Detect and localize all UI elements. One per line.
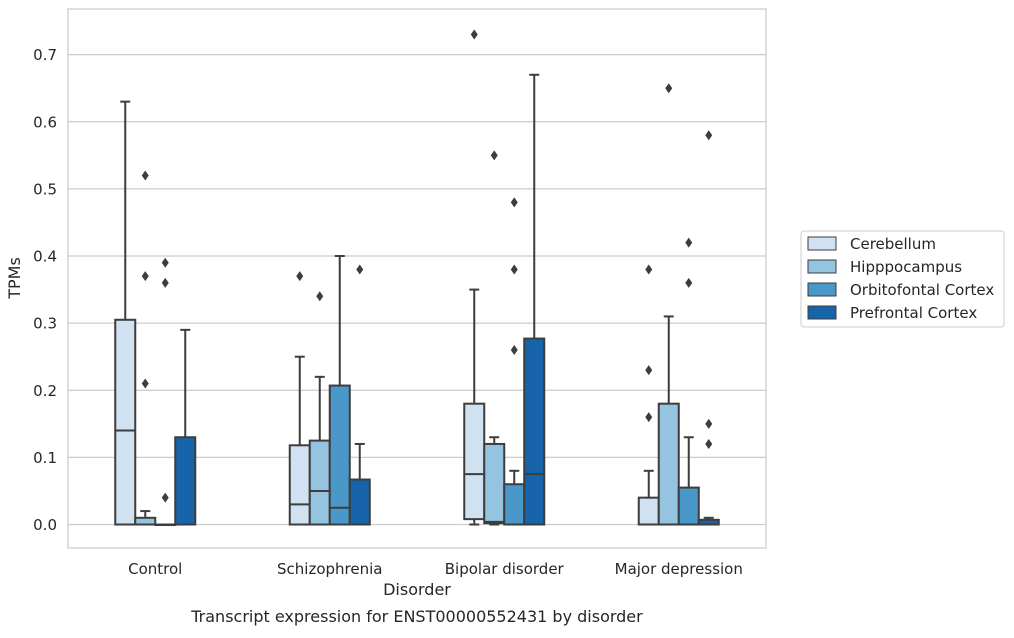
y-tick-label: 0.5 xyxy=(33,180,57,198)
y-tick-label: 0.3 xyxy=(33,315,57,333)
outlier-point xyxy=(161,257,169,268)
outlier-point xyxy=(705,130,713,141)
x-tick-label: Control xyxy=(128,560,182,578)
x-tick-label: Bipolar disorder xyxy=(445,560,565,578)
box xyxy=(657,402,680,526)
outlier-point xyxy=(161,492,169,503)
outlier-point xyxy=(141,170,149,181)
outlier-point xyxy=(685,237,693,248)
x-tick-label: Schizophrenia xyxy=(277,560,382,578)
box-group xyxy=(503,197,526,526)
box xyxy=(523,337,546,526)
outlier-point xyxy=(705,438,713,449)
box-group xyxy=(174,328,197,526)
chart-caption: Transcript expression for ENST0000055243… xyxy=(190,607,643,626)
outlier-point xyxy=(356,264,364,275)
box-group xyxy=(328,255,351,526)
box-group xyxy=(463,29,486,526)
y-tick-labels: 0.0 0.1 0.2 0.3 0.4 0.5 0.6 0.7 xyxy=(33,46,57,534)
outlier-point xyxy=(645,365,653,376)
legend: Cerebellum Hipppocampus Orbitofontal Corte… xyxy=(800,230,1005,328)
box xyxy=(348,478,371,526)
box xyxy=(483,442,506,525)
outlier-point xyxy=(705,418,713,429)
box-group xyxy=(348,264,371,526)
y-tick-label: 0.1 xyxy=(33,449,57,467)
box-group xyxy=(523,73,546,526)
outlier-point xyxy=(645,264,653,275)
outlier-point xyxy=(510,264,518,275)
legend-swatch xyxy=(807,236,837,251)
y-tick-label: 0.4 xyxy=(33,248,57,266)
box-group xyxy=(154,257,177,527)
legend-label: Prefrontal Cortex xyxy=(850,304,977,322)
box-group xyxy=(134,170,157,526)
box-group xyxy=(697,130,720,526)
x-tick-label: Major depression xyxy=(615,560,743,578)
box xyxy=(174,436,197,526)
outlier-point xyxy=(510,344,518,355)
legend-label: Cerebellum xyxy=(850,235,936,253)
outlier-point xyxy=(490,150,498,161)
y-axis-label: TPMs xyxy=(5,257,24,300)
box-group xyxy=(657,83,680,526)
y-tick-label: 0.0 xyxy=(33,516,57,534)
box-group xyxy=(114,100,137,526)
outlier-point xyxy=(296,271,304,282)
outlier-point xyxy=(685,277,693,288)
legend-label: Orbitofontal Cortex xyxy=(850,281,994,299)
outlier-point xyxy=(316,291,324,302)
outlier-point xyxy=(141,378,149,389)
plot-frame xyxy=(67,8,767,549)
y-tick-label: 0.2 xyxy=(33,382,57,400)
box xyxy=(677,486,700,526)
legend-swatch xyxy=(807,259,837,274)
box-group xyxy=(483,150,506,526)
box xyxy=(308,439,331,526)
box-group xyxy=(288,271,311,526)
outlier-point xyxy=(161,277,169,288)
box-group xyxy=(308,291,331,526)
box-layer xyxy=(114,29,720,527)
box-group xyxy=(637,264,660,526)
box-group xyxy=(677,237,700,526)
outlier-point xyxy=(665,83,673,94)
legend-frame xyxy=(800,230,1005,328)
x-axis-label: Disorder xyxy=(383,580,451,599)
outlier-point xyxy=(141,271,149,282)
box xyxy=(503,483,526,526)
outlier-point xyxy=(510,197,518,208)
box xyxy=(463,402,486,521)
legend-swatch xyxy=(807,282,837,297)
box xyxy=(114,318,137,526)
box xyxy=(288,444,311,526)
box xyxy=(134,516,157,526)
y-tick-label: 0.7 xyxy=(33,46,57,64)
legend-swatch xyxy=(807,305,837,320)
y-tick-label: 0.6 xyxy=(33,113,57,131)
box xyxy=(328,384,351,526)
legend-label: Hipppocampus xyxy=(850,258,962,276)
outlier-point xyxy=(470,29,478,40)
outlier-point xyxy=(645,412,653,423)
box xyxy=(637,496,660,526)
legend-items: Cerebellum Hipppocampus Orbitofontal Corte… xyxy=(807,235,994,322)
x-tick-labels: Control Schizophrenia Bipolar disorder Majo… xyxy=(128,560,743,578)
